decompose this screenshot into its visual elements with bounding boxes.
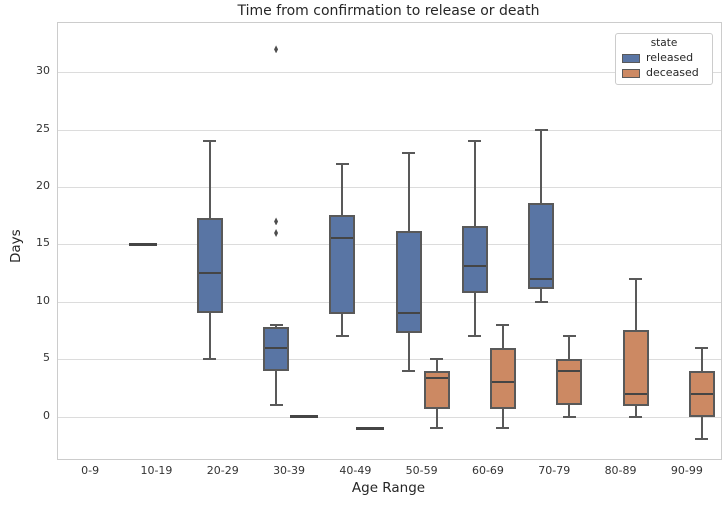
gridline-y10	[58, 301, 721, 303]
gridline-y0	[58, 416, 721, 418]
ytick-25: 25	[36, 121, 50, 135]
median-released-30-39	[265, 346, 288, 349]
box-released-70-79	[528, 203, 555, 290]
plot-area: state released deceased	[57, 22, 722, 460]
xtick-10-19: 10-19	[140, 464, 173, 477]
median-deceased-50-59	[425, 376, 448, 379]
cap-lo-deceased-60-69	[496, 427, 510, 430]
median-deceased-60-69	[491, 381, 514, 384]
legend-label-released: released	[646, 51, 694, 64]
median-deceased-70-79	[558, 369, 581, 372]
xtick-80-89: 80-89	[604, 464, 637, 477]
gridline-y30	[58, 72, 721, 74]
legend-entry-released: released	[622, 52, 706, 64]
xtick-50-59: 50-59	[405, 464, 438, 477]
released-color-swatch	[622, 53, 640, 63]
ytick-0: 0	[43, 408, 50, 422]
xtick-0-9: 0-9	[81, 464, 100, 477]
xtick-90-99: 90-99	[670, 464, 703, 477]
outlier-released-30-39-0	[274, 228, 279, 237]
gridline-y15	[58, 244, 721, 246]
box-line-deceased-30-39	[290, 415, 319, 419]
median-deceased-90-99	[690, 392, 713, 395]
box-deceased-70-79	[556, 359, 583, 406]
xtick-70-79: 70-79	[538, 464, 571, 477]
cap-hi-released-70-79	[534, 128, 548, 131]
cap-lo-released-70-79	[534, 300, 548, 303]
xtick-20-29: 20-29	[206, 464, 239, 477]
cap-lo-deceased-80-89	[629, 415, 643, 418]
median-released-50-59	[397, 312, 420, 315]
cap-hi-released-50-59	[402, 151, 416, 154]
cap-hi-deceased-50-59	[430, 358, 444, 361]
box-released-30-39	[263, 327, 290, 371]
legend-label-deceased: deceased	[646, 66, 699, 79]
ytick-10: 10	[36, 293, 50, 307]
cap-lo-released-30-39	[269, 404, 283, 407]
box-line-released-10-19	[129, 242, 158, 246]
box-released-60-69	[461, 226, 488, 293]
cap-hi-deceased-60-69	[496, 323, 510, 326]
deceased-color-swatch	[622, 68, 640, 78]
cap-lo-released-60-69	[468, 335, 482, 338]
box-released-40-49	[329, 214, 356, 315]
xtick-60-69: 60-69	[471, 464, 504, 477]
cap-hi-released-30-39	[269, 323, 283, 326]
gridline-y5	[58, 359, 721, 361]
cap-lo-released-20-29	[203, 358, 217, 361]
outlier-released-30-39-1	[274, 217, 279, 226]
x-axis-label: Age Range	[351, 480, 426, 496]
median-released-40-49	[331, 236, 354, 239]
legend-title: state	[650, 37, 678, 49]
cap-hi-released-40-49	[335, 163, 349, 166]
box-deceased-60-69	[489, 347, 516, 409]
cap-lo-deceased-90-99	[695, 438, 709, 441]
box-released-20-29	[196, 218, 223, 314]
median-released-60-69	[463, 265, 486, 268]
gridline-y25	[58, 129, 721, 131]
ytick-20: 20	[36, 179, 50, 193]
xtick-30-39: 30-39	[273, 464, 306, 477]
median-released-70-79	[530, 277, 553, 280]
box-line-deceased-40-49	[356, 426, 385, 430]
xtick-40-49: 40-49	[339, 464, 372, 477]
outlier-released-30-39-2	[274, 45, 279, 54]
median-deceased-80-89	[624, 392, 647, 395]
cap-lo-deceased-50-59	[430, 427, 444, 430]
median-released-20-29	[198, 272, 221, 275]
legend-entry-deceased: deceased	[622, 67, 706, 79]
cap-hi-deceased-70-79	[562, 335, 576, 338]
ytick-30: 30	[36, 64, 50, 78]
chart-title: Time from confirmation to release or dea…	[237, 3, 540, 19]
cap-lo-deceased-70-79	[562, 415, 576, 418]
box-released-50-59	[395, 230, 422, 333]
cap-hi-released-20-29	[203, 140, 217, 143]
cap-lo-released-40-49	[335, 335, 349, 338]
cap-hi-deceased-90-99	[695, 346, 709, 349]
box-deceased-80-89	[622, 330, 649, 407]
gridline-y20	[58, 187, 721, 189]
cap-lo-released-50-59	[402, 369, 416, 372]
cap-hi-released-60-69	[468, 140, 482, 143]
legend: state released deceased	[615, 33, 713, 85]
ytick-5: 5	[43, 351, 50, 365]
cap-hi-deceased-80-89	[629, 277, 643, 280]
ytick-15: 15	[36, 236, 50, 250]
